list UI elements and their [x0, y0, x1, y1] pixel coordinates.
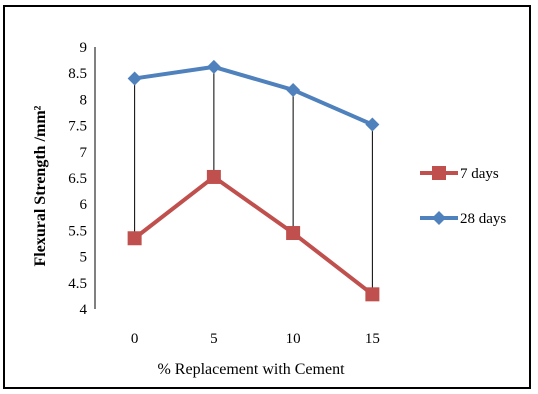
series-28-days: [127, 59, 380, 132]
data-point-28-days: [286, 82, 301, 97]
legend-label-7-days: 7 days: [460, 166, 499, 182]
y-tick-label: 8: [80, 92, 88, 108]
y-tick-label: 5.5: [68, 223, 87, 239]
x-axis-title: % Replacement with Cement: [157, 361, 345, 378]
x-tick-label: 10: [286, 331, 301, 347]
y-tick-label: 7: [80, 145, 88, 161]
data-point-7-days: [127, 231, 142, 246]
legend-marker-28-days: [432, 211, 446, 225]
y-tick-label: 7.5: [68, 119, 87, 135]
legend-marker-7-days: [432, 166, 446, 180]
data-point-28-days: [206, 59, 221, 74]
y-tick-label: 9: [80, 40, 88, 56]
drop-lines: [134, 66, 373, 295]
x-tick-labels: 0 5 10 15: [131, 331, 380, 347]
chart-frame: [3, 5, 531, 389]
legend: 7 days 28 days: [420, 166, 506, 227]
data-point-7-days: [286, 226, 301, 241]
y-tick-labels: 4 4.5 5 5.5 6 6.5 7 7.5 8 8.5 9: [68, 40, 87, 318]
data-point-28-days: [127, 71, 142, 86]
y-tick-label: 4.5: [68, 276, 87, 292]
y-tick-label: 4: [80, 302, 88, 318]
legend-label-28-days: 28 days: [460, 211, 506, 227]
y-tick-label: 6: [80, 197, 88, 213]
series-line-28-days: [134, 64, 374, 127]
x-tick-label: 0: [131, 331, 139, 347]
series-line-7-days: [133, 174, 374, 296]
y-tick-label: 8.5: [68, 66, 87, 82]
y-tick-label: 6.5: [68, 171, 87, 187]
y-axis-title: Flexural Strength /mm²: [32, 105, 49, 266]
data-point-7-days: [365, 287, 380, 302]
data-point-7-days: [206, 169, 221, 184]
series-layer: [127, 59, 380, 302]
series-7-days: [127, 169, 380, 302]
x-tick-label: 15: [365, 331, 380, 347]
x-tick-label: 5: [210, 331, 218, 347]
data-point-28-days: [365, 117, 380, 132]
y-tick-label: 5: [80, 250, 88, 266]
